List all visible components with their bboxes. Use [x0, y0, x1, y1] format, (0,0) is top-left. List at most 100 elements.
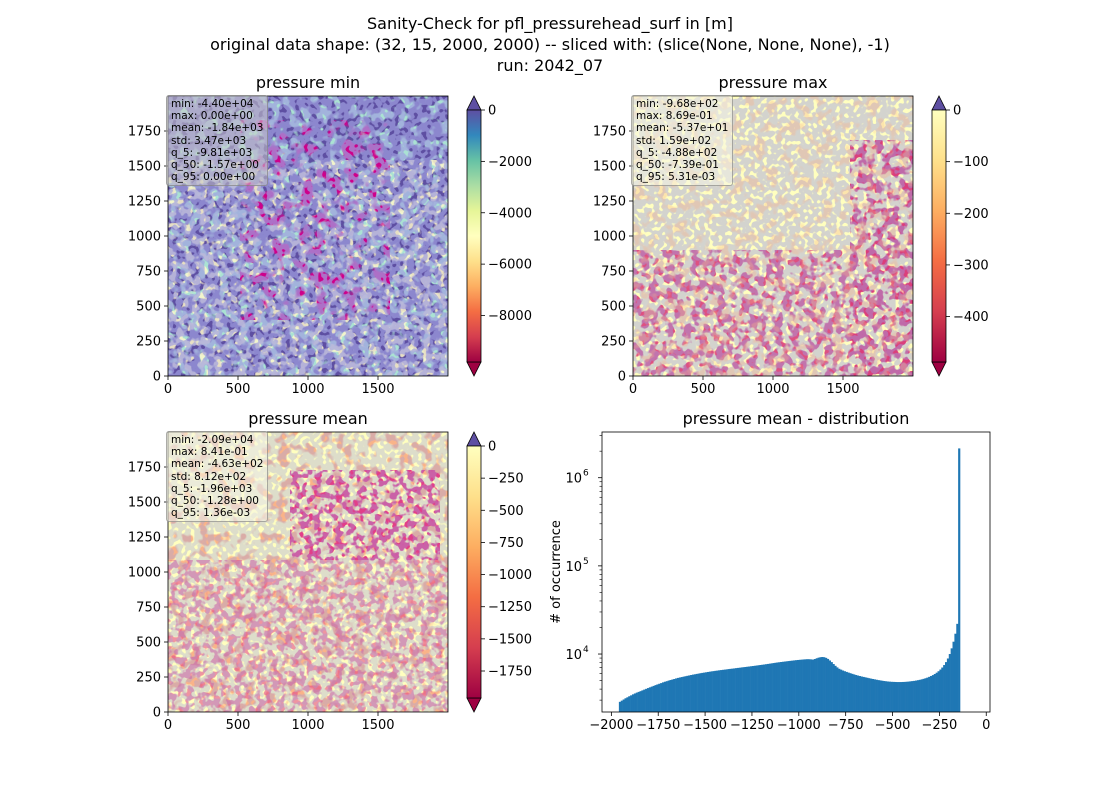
histogram-bar: [669, 680, 672, 712]
histogram-bar: [652, 685, 655, 712]
histogram-bar: [699, 673, 702, 712]
histogram-bar: [845, 671, 848, 712]
stat-line: std: 8.12e+02: [171, 470, 247, 483]
histogram-bar: [768, 663, 771, 712]
x-tick-label: −1750: [636, 718, 680, 733]
histogram-bar: [665, 681, 668, 712]
y-tick-label: 0: [153, 706, 161, 721]
histogram-bar: [832, 664, 835, 712]
colorbar-tick-label: −1250: [488, 600, 532, 615]
x-tick-label: 1000: [291, 382, 324, 397]
y-tick-label: 250: [136, 335, 161, 350]
histogram-bar: [885, 681, 888, 712]
stat-line: min: -9.68e+02: [636, 98, 719, 110]
histogram-bar: [620, 700, 623, 712]
x-tick-label: 500: [226, 382, 251, 397]
stat-line: min: -2.09e+04: [171, 434, 254, 446]
colorbar-tick-label: −750: [488, 536, 524, 551]
colorbar-extend-top: [466, 95, 482, 111]
axes-frame-hist: [601, 431, 991, 713]
histogram-bar: [926, 677, 929, 712]
histogram-bar: [729, 668, 732, 712]
y-tick-label: 1500: [128, 160, 161, 175]
histogram-bar: [945, 662, 948, 712]
histogram-bar: [937, 671, 940, 712]
panel-title-max: pressure max: [718, 73, 828, 92]
histogram-bar: [853, 674, 856, 712]
histogram-bar: [943, 665, 946, 712]
histogram-bar: [886, 681, 890, 712]
y-tick-exponent: 4: [583, 645, 589, 655]
histogram-bar: [796, 659, 800, 712]
y-tick-label: 750: [136, 601, 161, 616]
y-tick-label: 750: [136, 265, 161, 280]
colorbar-extend-bottom: [466, 697, 482, 713]
histogram-bar: [826, 658, 830, 712]
histogram-bar: [626, 697, 629, 712]
colorbar-gradient: [466, 109, 482, 363]
histogram-bar: [671, 679, 674, 712]
histogram-bar: [654, 685, 657, 712]
histogram-bars: [618, 448, 961, 712]
histogram-bar: [630, 695, 633, 712]
y-tick-label: 500: [136, 300, 161, 315]
x-tick-label: −1250: [730, 718, 774, 733]
axis-ticks-mean: 0 500 1000 1500 0 250 500 750 1000 1250 1500 1750: [128, 461, 395, 734]
histogram-bar: [720, 670, 723, 712]
histogram-bar: [718, 670, 721, 712]
histogram-bar: [864, 677, 867, 712]
colorbar-tick-label: −4000: [488, 206, 532, 221]
histogram-bar: [901, 681, 905, 712]
histogram-bar: [673, 678, 676, 712]
histogram-bar: [725, 669, 728, 712]
histogram-bar: [686, 675, 689, 712]
colorbar-tick-label: −1500: [488, 632, 532, 647]
x-tick-label: 1500: [361, 718, 394, 733]
histogram-bar: [690, 675, 693, 712]
y-tick-label: 500: [136, 636, 161, 651]
histogram-bar: [930, 676, 933, 712]
histogram-bar: [804, 659, 807, 712]
histogram-bar: [913, 680, 916, 712]
histogram-bar: [855, 675, 858, 712]
y-tick-label: 1750: [593, 125, 626, 140]
histogram-bar: [675, 678, 678, 712]
y-tick-label: 10: [565, 560, 582, 575]
histogram-axis-ticks: −2000 −1750 −1500 −1250 −1000 −750 −500 −250 0 10…: [565, 435, 990, 733]
stat-line: min: -4.40e+04: [171, 98, 254, 110]
histogram-bar: [856, 675, 860, 712]
y-tick-label: 1750: [128, 461, 161, 476]
stat-line: std: 1.59e+02: [636, 134, 712, 147]
histogram-bar: [746, 666, 749, 712]
histogram-bar: [650, 686, 653, 712]
histogram-bar: [697, 673, 700, 712]
figure-title-line-3: run: 2042_07: [496, 56, 604, 75]
y-tick-label: 1250: [593, 195, 626, 210]
histogram-bar: [759, 664, 762, 712]
histogram-bar: [710, 671, 713, 712]
histogram-bar: [736, 667, 740, 712]
histogram-bar: [693, 674, 697, 712]
histogram-bar: [645, 688, 648, 712]
x-tick-label: 0: [982, 718, 990, 733]
histogram-bar: [892, 681, 895, 712]
histogram-bar: [823, 657, 826, 712]
stats-box-min: min: -4.40e+04 max: 0.00e+00 mean: -1.84…: [166, 95, 269, 187]
stat-line: q_95: 5.31e-03: [636, 171, 716, 184]
stat-line: mean: -1.84e+03: [171, 122, 264, 135]
histogram-bar: [774, 662, 777, 712]
histogram-bar: [798, 659, 801, 712]
histogram-bar: [770, 663, 773, 712]
histogram-bar: [888, 681, 891, 712]
histogram-bar: [800, 659, 803, 712]
histogram-bar: [877, 680, 880, 712]
y-tick-label: 0: [618, 370, 626, 385]
histogram-bar: [900, 682, 903, 712]
colorbar-tick-label: −1000: [488, 568, 532, 583]
histogram-bar: [688, 675, 691, 712]
histogram-bar: [795, 660, 798, 712]
histogram-bar: [918, 679, 921, 712]
histogram-bar: [815, 658, 818, 712]
histogram-bar: [783, 661, 786, 712]
